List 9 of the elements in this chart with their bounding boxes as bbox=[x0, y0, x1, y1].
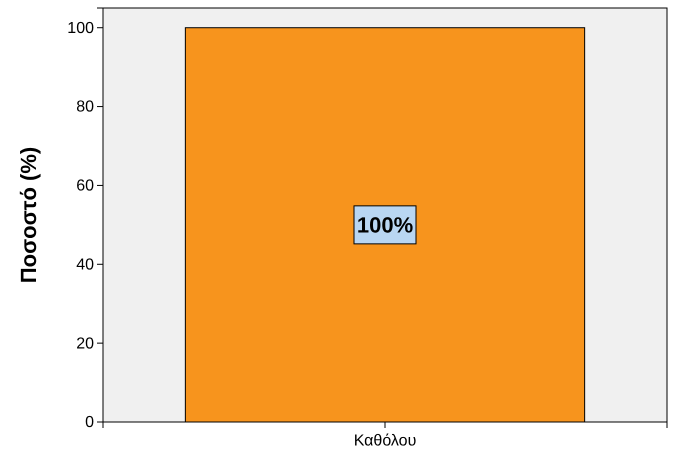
y-tick-label: 100 bbox=[67, 20, 94, 37]
data-label: 100% bbox=[356, 212, 414, 238]
y-tick-label: 0 bbox=[85, 414, 94, 432]
y-tick-label: 20 bbox=[76, 335, 94, 352]
x-tick-label: Καθόλου bbox=[354, 432, 416, 450]
y-tick-label: 40 bbox=[76, 256, 94, 274]
y-tick-label: 80 bbox=[76, 98, 94, 116]
y-tick-label: 60 bbox=[76, 178, 94, 195]
y-axis-title: Ποσοστό (%) bbox=[16, 146, 41, 284]
